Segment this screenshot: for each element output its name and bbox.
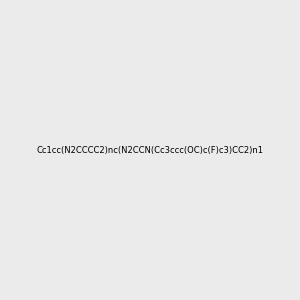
Text: Cc1cc(N2CCCC2)nc(N2CCN(Cc3ccc(OC)c(F)c3)CC2)n1: Cc1cc(N2CCCC2)nc(N2CCN(Cc3ccc(OC)c(F)c3)… <box>37 146 263 154</box>
